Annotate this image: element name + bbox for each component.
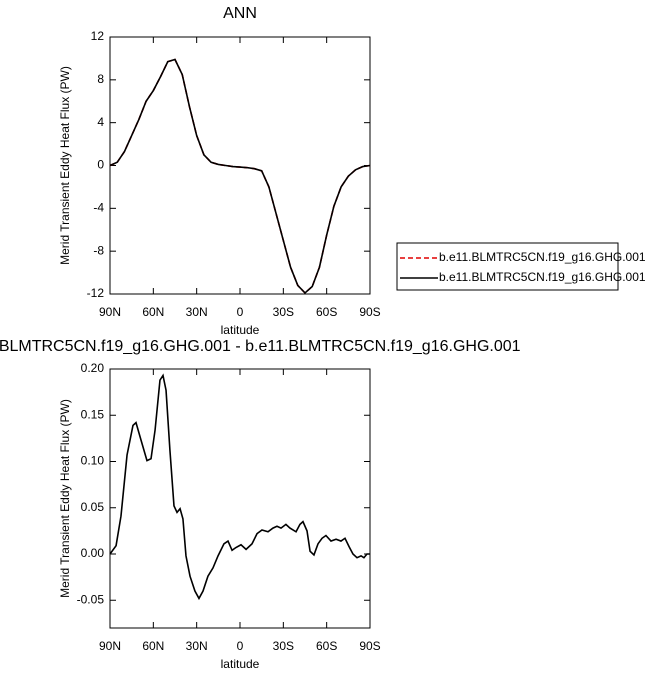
chart-title: 1.BLMTRC5CN.f19_g16.GHG.001 - b.e11.BLMT… bbox=[0, 338, 521, 355]
legend-label: b.e11.BLMTRC5CN.f19_g16.GHG.001 bbox=[439, 270, 646, 284]
y-tick-label: -4 bbox=[93, 201, 104, 215]
x-tick-label: 0 bbox=[237, 305, 244, 319]
chart-title: ANN bbox=[223, 5, 257, 22]
x-tick-label: 90N bbox=[99, 639, 121, 653]
plot-frame bbox=[109, 368, 371, 629]
y-tick-label: 0.15 bbox=[81, 407, 105, 421]
y-axis-title: Merid Transient Eddy Heat Flux (PW) bbox=[58, 66, 72, 265]
y-tick-label: -0.05 bbox=[77, 592, 105, 606]
y-tick-label: 0 bbox=[97, 158, 104, 172]
y-tick-label: 12 bbox=[91, 29, 105, 43]
y-tick-label: -12 bbox=[87, 286, 105, 300]
x-tick-label: 30S bbox=[273, 305, 294, 319]
y-tick-label: 4 bbox=[97, 115, 104, 129]
x-axis-title: latitude bbox=[221, 323, 260, 337]
legend-box bbox=[396, 242, 619, 291]
x-tick-label: 0 bbox=[237, 639, 244, 653]
y-tick-label: 8 bbox=[97, 72, 104, 86]
plot-frame bbox=[109, 36, 371, 295]
x-axis-title: latitude bbox=[221, 657, 260, 671]
x-tick-label: 90S bbox=[359, 305, 380, 319]
x-tick-label: 60N bbox=[142, 305, 164, 319]
data-line bbox=[109, 58, 371, 295]
x-tick-label: 60S bbox=[316, 639, 337, 653]
legend-label: b.e11.BLMTRC5CN.f19_g16.GHG.001 bbox=[439, 250, 646, 264]
x-tick-label: 30S bbox=[273, 639, 294, 653]
y-tick-label: -8 bbox=[93, 243, 104, 257]
x-tick-label: 30N bbox=[186, 305, 208, 319]
data-line bbox=[109, 58, 371, 295]
y-tick-label: 0.00 bbox=[81, 546, 105, 560]
y-axis-title: Merid Transient Eddy Heat Flux (PW) bbox=[58, 399, 72, 598]
x-tick-label: 60N bbox=[142, 639, 164, 653]
x-tick-label: 90N bbox=[99, 305, 121, 319]
x-tick-label: 30N bbox=[186, 639, 208, 653]
y-tick-label: 0.05 bbox=[81, 500, 105, 514]
x-tick-label: 60S bbox=[316, 305, 337, 319]
y-tick-label: 0.20 bbox=[81, 361, 105, 375]
x-tick-label: 90S bbox=[359, 639, 380, 653]
data-line bbox=[109, 373, 370, 601]
y-tick-label: 0.10 bbox=[81, 454, 105, 468]
